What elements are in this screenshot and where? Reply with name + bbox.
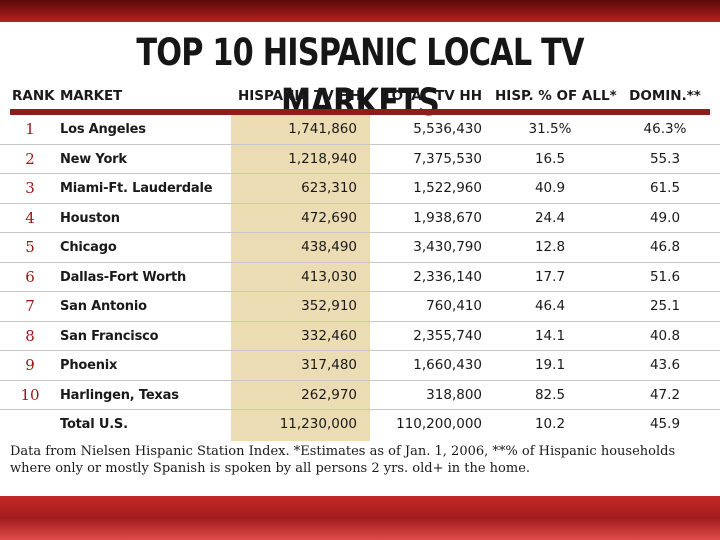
table-header-row: RANK MARKET HISPANIC TV HH TOTAL TV HH H… [0,84,720,108]
total-tv-hh-cell: 1,938,670 [413,209,482,226]
hisp-pct-cell: 31.5% [528,121,572,137]
rank-cell: 5 [25,238,35,256]
domin-cell: 49.0 [649,209,681,226]
domin-cell: 45.9 [649,416,681,432]
domin-cell: 47.2 [649,386,681,403]
table-row: 5 Chicago 438,490 3,430,790 12.8 46.8 [0,233,720,263]
rank-cell: 10 [20,385,40,404]
total-tv-hh-cell: 3,430,790 [413,239,482,255]
hispanic-tv-hh-cell: 623,310 [301,180,357,196]
total-tv-hh-cell: 318,800 [426,386,482,403]
market-cell: Total U.S. [60,417,128,432]
total-tv-hh-cell: 7,375,530 [413,150,482,167]
market-cell: Houston [60,210,120,226]
hisp-pct-cell: 16.5 [534,150,566,167]
rank-cell: 1 [25,120,35,138]
market-cell: Miami-Ft. Lauderdale [60,181,213,196]
table-row: 4 Houston 472,690 1,938,670 24.4 49.0 [0,204,720,233]
page-title: TOP 10 HISPANIC LOCAL TV MARKETS [136,31,584,124]
footnote: Data from Nielsen Hispanic Station Index… [10,444,676,476]
market-cell: Los Angeles [60,122,146,137]
table-row: 3 Miami-Ft. Lauderdale 623,310 1,522,960 40.… [0,174,720,204]
hispanic-tv-hh-cell: 11,230,000 [279,416,357,432]
table-row: 10 Harlingen, Texas 262,970 318,800 82.5 47.2 [0,381,720,410]
header-hispanic-tv-hh: HISPANIC TV HH [237,88,361,104]
header-market: MARKET [60,88,122,104]
rank-cell: 7 [25,297,35,315]
hisp-pct-cell: 17.7 [534,268,566,285]
market-cell: Chicago [60,240,117,255]
hisp-pct-cell: 40.9 [534,180,566,196]
hispanic-hh-column-highlight [231,115,370,441]
total-tv-hh-cell: 2,336,140 [413,268,482,285]
domin-cell: 43.6 [649,357,681,373]
hispanic-tv-hh-cell: 1,741,860 [288,121,357,137]
header-total-tv-hh: TOTAL TV HH [382,88,482,104]
market-cell: Phoenix [60,358,118,373]
top-decorative-bar [0,0,720,22]
hispanic-tv-hh-cell: 262,970 [301,386,357,403]
hispanic-tv-hh-cell: 1,218,940 [288,150,357,167]
header-domin: DOMIN.** [629,88,701,104]
domin-cell: 40.8 [649,327,681,344]
total-tv-hh-cell: 110,200,000 [396,416,482,432]
domin-cell: 55.3 [649,150,681,167]
bottom-decorative-bar [0,496,720,540]
table-row: 1 Los Angeles 1,741,860 5,536,430 31.5% 46.3% [0,115,720,145]
domin-cell: 51.6 [649,268,681,285]
hisp-pct-cell: 19.1 [534,357,566,373]
market-cell: San Francisco [60,328,159,344]
header-divider [10,109,710,115]
domin-cell: 25.1 [649,298,681,314]
hisp-pct-cell: 82.5 [534,386,566,403]
header-rank: RANK [12,88,55,104]
rank-cell: 8 [25,326,35,345]
total-tv-hh-cell: 2,355,740 [413,327,482,344]
hispanic-tv-hh-cell: 438,490 [301,239,357,255]
domin-cell: 46.3% [643,121,687,137]
header-hisp-pct: HISP. % OF ALL* [495,88,617,104]
rank-cell: 6 [25,267,35,286]
hisp-pct-cell: 14.1 [534,327,566,344]
table-total-row: Total U.S. 11,230,000 110,200,000 10.2 45.9 [0,410,720,440]
market-cell: San Antonio [60,299,147,314]
domin-cell: 46.8 [649,239,681,255]
hispanic-tv-hh-cell: 317,480 [301,357,357,373]
market-cell: Dallas-Fort Worth [60,269,187,285]
table-row: 9 Phoenix 317,480 1,660,430 19.1 43.6 [0,351,720,381]
table-body: 1 Los Angeles 1,741,860 5,536,430 31.5% 46.3%… [0,115,720,440]
total-tv-hh-cell: 760,410 [426,298,482,314]
total-tv-hh-cell: 5,536,430 [413,121,482,137]
hisp-pct-cell: 46.4 [534,298,566,314]
hispanic-tv-hh-cell: 472,690 [301,209,357,226]
hispanic-tv-hh-cell: 332,460 [301,327,357,344]
rank-cell: 3 [25,179,35,197]
market-cell: New York [60,151,127,167]
hispanic-tv-hh-cell: 352,910 [301,298,357,314]
rank-cell: 9 [25,356,35,374]
hispanic-tv-hh-cell: 413,030 [301,268,357,285]
table-row: 8 San Francisco 332,460 2,355,740 14.1 40.8 [0,322,720,351]
hisp-pct-cell: 24.4 [534,209,566,226]
table-row: 7 San Antonio 352,910 760,410 46.4 25.1 [0,292,720,322]
hisp-pct-cell: 12.8 [534,239,566,255]
market-cell: Harlingen, Texas [60,387,179,403]
table-row: 6 Dallas-Fort Worth 413,030 2,336,140 17.7 51… [0,263,720,292]
domin-cell: 61.5 [649,180,681,196]
table-row: 2 New York 1,218,940 7,375,530 16.5 55.3 [0,145,720,174]
rank-cell [10,410,50,439]
total-tv-hh-cell: 1,522,960 [413,180,482,196]
rank-cell: 4 [25,208,35,227]
hisp-pct-cell: 10.2 [534,416,566,432]
total-tv-hh-cell: 1,660,430 [413,357,482,373]
rank-cell: 2 [25,149,35,168]
